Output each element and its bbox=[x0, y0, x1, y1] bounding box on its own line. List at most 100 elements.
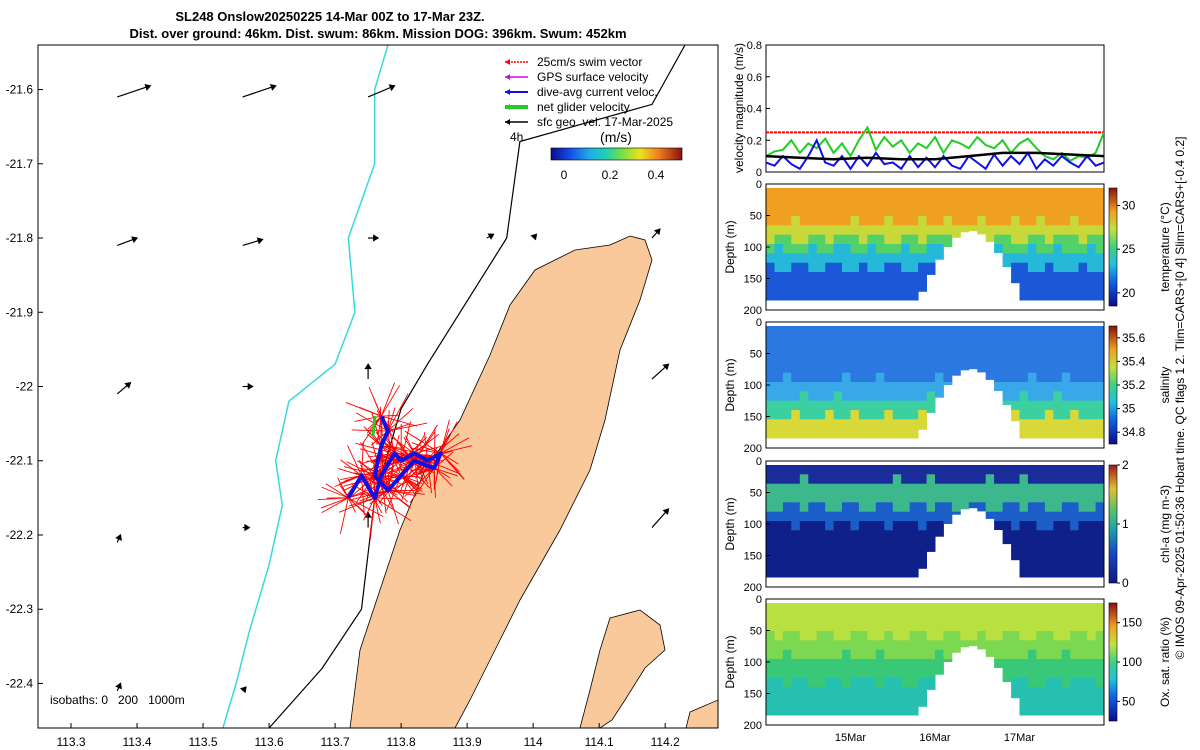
surface-vector-head bbox=[247, 382, 254, 391]
heatmap-cell bbox=[833, 253, 843, 264]
swim-vector bbox=[340, 475, 362, 480]
heatmap-cell bbox=[1061, 372, 1071, 383]
surface-vector-head bbox=[124, 382, 132, 389]
heatmap-cell bbox=[943, 363, 953, 374]
heatmap-cell bbox=[1078, 511, 1088, 522]
heatmap-cell bbox=[825, 474, 835, 485]
heatmap-cell bbox=[918, 335, 927, 346]
heatmap-cell bbox=[816, 225, 826, 236]
heatmap-cell bbox=[901, 687, 911, 697]
swim-vector bbox=[433, 467, 458, 477]
heatmap-cell bbox=[1070, 705, 1080, 716]
heatmap-cell bbox=[825, 465, 835, 475]
heatmap-cell bbox=[875, 363, 885, 374]
heatmap-cell bbox=[808, 410, 818, 420]
heatmap-cell bbox=[875, 511, 885, 522]
heatmap-cell bbox=[1070, 419, 1080, 430]
heatmap-cell bbox=[1087, 612, 1096, 623]
heatmap-cell bbox=[1053, 234, 1063, 245]
heatmap-cell bbox=[1036, 567, 1046, 578]
heatmap-cell bbox=[875, 188, 885, 198]
heatmap-cell bbox=[808, 640, 818, 651]
heatmap-cell bbox=[875, 326, 885, 336]
heatmap-cell bbox=[935, 344, 944, 355]
heatmap-cell bbox=[799, 539, 809, 550]
heatmap-cell bbox=[833, 225, 843, 236]
heatmap-cell bbox=[799, 705, 809, 716]
heatmap-cell bbox=[850, 281, 860, 292]
heatmap-cell bbox=[766, 502, 775, 513]
heatmap-cell bbox=[994, 474, 1003, 485]
heatmap-cell bbox=[884, 558, 894, 569]
heatmap-cell bbox=[901, 659, 911, 669]
heatmap-cell bbox=[1011, 502, 1020, 513]
heatmap-cell bbox=[791, 649, 801, 660]
heatmap-cell bbox=[867, 335, 877, 346]
surface-vector-head bbox=[115, 533, 122, 541]
heatmap-cell bbox=[1011, 272, 1020, 282]
heatmap-cell bbox=[1019, 419, 1029, 430]
heatmap-cell bbox=[892, 705, 902, 716]
heatmap-cell bbox=[799, 612, 809, 623]
heatmap-cell bbox=[1078, 344, 1088, 355]
heatmap-cell bbox=[1053, 640, 1063, 651]
heatmap-cell bbox=[1036, 521, 1046, 531]
heatmap-cell bbox=[774, 511, 784, 522]
heatmap-cell bbox=[1070, 197, 1080, 208]
heatmap-cell bbox=[816, 668, 826, 679]
isobath-0m bbox=[222, 45, 389, 728]
heatmap-cell bbox=[858, 197, 868, 208]
heatmap-cell bbox=[1002, 354, 1012, 364]
heatmap-cell bbox=[1078, 326, 1088, 336]
heatmap-cell bbox=[1044, 474, 1054, 485]
heatmap-cell bbox=[850, 272, 860, 282]
heatmap-cell bbox=[1027, 197, 1037, 208]
heatmap-cell bbox=[850, 521, 860, 531]
heatmap-cell bbox=[935, 474, 944, 485]
heatmap-cell bbox=[842, 465, 851, 475]
heatmap-cell bbox=[842, 262, 851, 273]
depth-tick-label: 0 bbox=[756, 179, 762, 191]
heatmap-cell bbox=[1095, 188, 1105, 198]
heatmap-cell bbox=[766, 290, 775, 301]
heatmap-cell bbox=[833, 326, 843, 336]
heatmap-cell bbox=[1019, 391, 1029, 402]
heatmap-cell bbox=[1053, 363, 1063, 374]
heatmap-cell bbox=[833, 483, 843, 494]
colorbar-tick-label: 25 bbox=[1122, 242, 1136, 256]
heatmap-cell bbox=[1078, 549, 1088, 559]
swim-vector bbox=[387, 422, 428, 432]
heatmap-cell bbox=[1087, 419, 1096, 430]
heatmap-cell bbox=[1061, 649, 1071, 660]
heatmap-cell bbox=[799, 244, 809, 254]
heatmap-cell bbox=[1095, 603, 1105, 613]
heatmap-cell bbox=[875, 530, 885, 541]
heatmap-cell bbox=[774, 225, 784, 236]
heatmap-cell bbox=[867, 244, 877, 254]
heatmap-cell bbox=[808, 372, 818, 383]
heatmap-cell bbox=[1027, 188, 1037, 198]
heatmap-cell bbox=[816, 272, 826, 282]
heatmap-cell bbox=[994, 363, 1003, 374]
heatmap-cell bbox=[1078, 687, 1088, 697]
heatmap-cell bbox=[935, 631, 944, 641]
heatmap-cell bbox=[909, 382, 919, 392]
heatmap-cell bbox=[1053, 216, 1063, 226]
heatmap-cell bbox=[960, 603, 970, 613]
heatmap-cell bbox=[892, 502, 902, 513]
heatmap-cell bbox=[1061, 344, 1071, 355]
heatmap-cell bbox=[1002, 640, 1012, 651]
heatmap-cell bbox=[1019, 262, 1029, 273]
heatmap-cell bbox=[867, 640, 877, 651]
heatmap-cell bbox=[901, 677, 911, 688]
heatmap-cell bbox=[892, 391, 902, 402]
heatmap-cell bbox=[1044, 612, 1054, 623]
depth-tick-label: 150 bbox=[744, 274, 762, 286]
heatmap-cell bbox=[799, 493, 809, 503]
heatmap-cell bbox=[808, 549, 818, 559]
heatmap-cell bbox=[977, 474, 987, 485]
heatmap-cell bbox=[1053, 290, 1063, 301]
heatmap-cell bbox=[1078, 216, 1088, 226]
heatmap-cell bbox=[1027, 668, 1037, 679]
heatmap-cell bbox=[791, 290, 801, 301]
